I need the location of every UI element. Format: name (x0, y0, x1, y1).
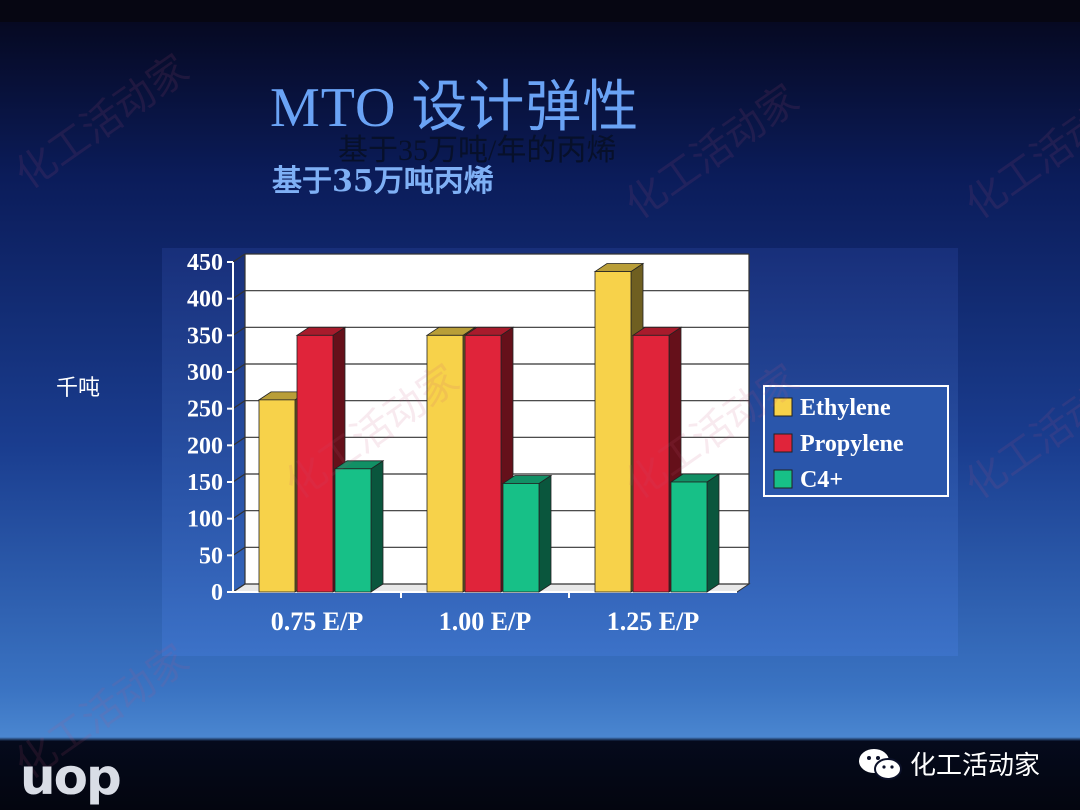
brand-name: 化工活动家 (910, 751, 1041, 781)
y-tick-label: 200 (187, 433, 223, 459)
legend-swatch (773, 397, 793, 417)
subtitle-overlay: 基于35万吨/年的丙烯 (338, 134, 617, 167)
y-tick-label: 300 (187, 360, 223, 386)
bar-ethylene (594, 271, 632, 593)
wechat-icon (858, 747, 902, 781)
bar-ethylene (426, 334, 464, 593)
y-tick-label: 450 (187, 250, 223, 276)
y-tick-label: 400 (187, 287, 223, 313)
y-tick-label: 0 (211, 580, 223, 606)
x-category-label: 1.25 E/P (607, 607, 700, 636)
legend-label: Propylene (800, 431, 904, 457)
top-bar (0, 0, 1080, 22)
grid-line-side (232, 583, 246, 593)
bar-propylene (464, 334, 502, 593)
grid-line-side (232, 473, 246, 483)
y-tick-label: 350 (187, 323, 223, 349)
grid-line-side (232, 510, 246, 520)
legend-swatch (773, 469, 793, 489)
bar-c4 (334, 468, 372, 593)
legend-swatch (773, 433, 793, 453)
grid-line-side (232, 290, 246, 300)
bar-propylene (296, 334, 334, 593)
bar-c4 (502, 483, 540, 593)
bar-propylene (632, 334, 670, 593)
grid-line-side (232, 400, 246, 410)
bar-side (706, 473, 720, 593)
slide-subtitle: 基于35万吨丙烯 (272, 164, 494, 199)
bar-side (538, 474, 552, 593)
y-axis-unit-label: 千吨 (56, 376, 101, 401)
legend-box (763, 385, 949, 497)
y-tick-label: 250 (187, 397, 223, 423)
x-category-label: 0.75 E/P (271, 607, 364, 636)
y-tick-label: 100 (187, 507, 223, 533)
uop-logo: uop (20, 748, 122, 806)
grid-line-side (232, 546, 246, 556)
grid-line-side (232, 253, 246, 263)
legend-label: C4+ (800, 467, 843, 493)
bar-c4 (670, 481, 708, 593)
y-tick-label: 150 (187, 470, 223, 496)
slide-title: MTO 设计弹性 (270, 77, 640, 139)
grid-line-side (232, 436, 246, 446)
bar-ethylene (258, 399, 296, 593)
grid-line-side (232, 326, 246, 336)
legend-label: Ethylene (800, 395, 891, 421)
grid-line-side (232, 363, 246, 373)
bar-side (370, 460, 384, 593)
x-category-label: 1.00 E/P (439, 607, 532, 636)
brand-badge: 化工活动家 (858, 745, 1040, 782)
y-tick-label: 50 (199, 543, 223, 569)
